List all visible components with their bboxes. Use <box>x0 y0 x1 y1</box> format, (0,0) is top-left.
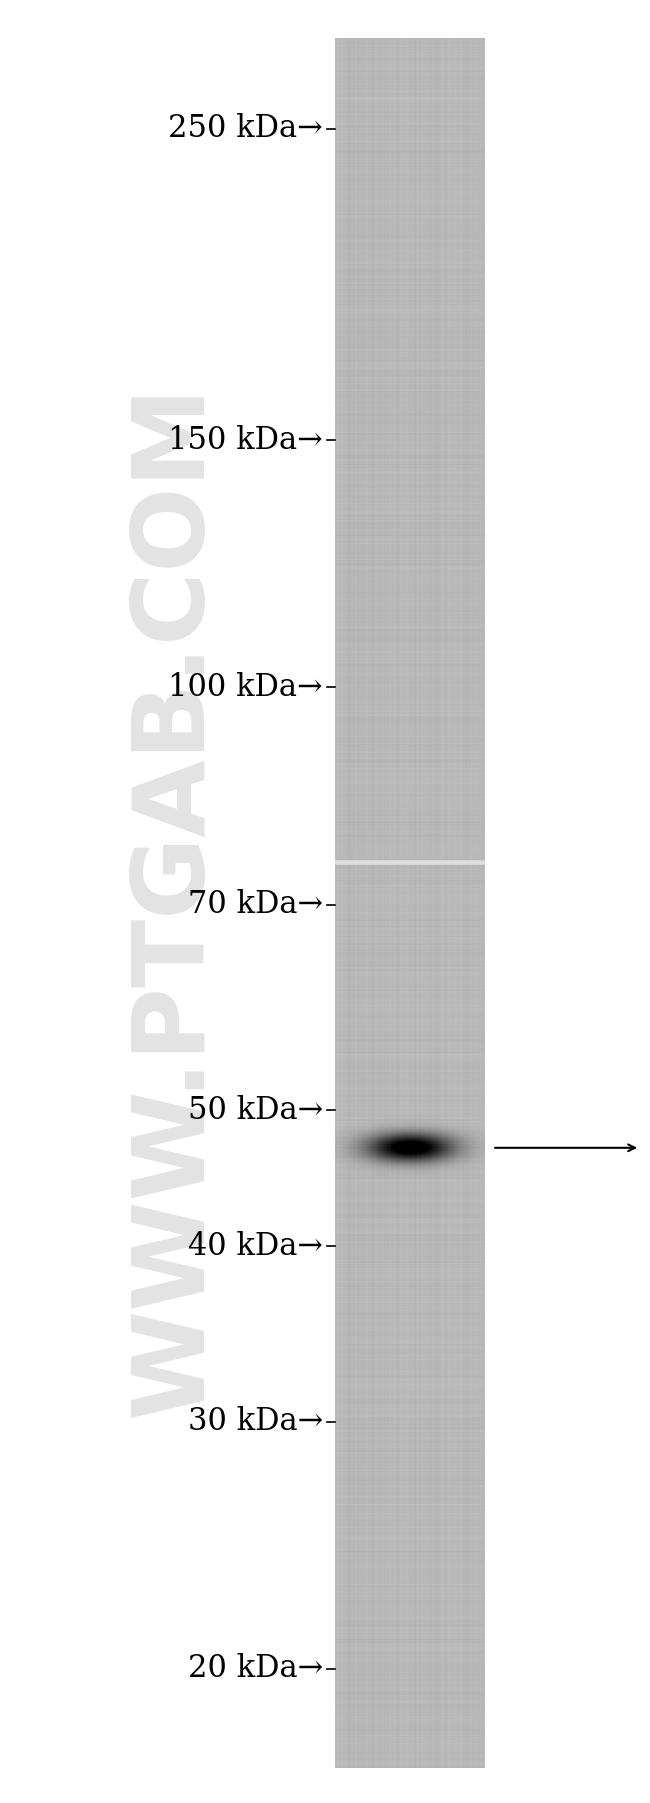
Text: 40 kDa→: 40 kDa→ <box>188 1231 323 1262</box>
Text: 100 kDa→: 100 kDa→ <box>168 673 323 703</box>
Text: 150 kDa→: 150 kDa→ <box>168 424 323 456</box>
Text: 30 kDa→: 30 kDa→ <box>188 1406 323 1437</box>
Text: 20 kDa→: 20 kDa→ <box>188 1653 323 1684</box>
Text: 70 kDa→: 70 kDa→ <box>188 889 323 920</box>
Text: 250 kDa→: 250 kDa→ <box>168 114 323 144</box>
Text: 50 kDa→: 50 kDa→ <box>188 1094 323 1125</box>
Text: WWW.PTGAB.COM: WWW.PTGAB.COM <box>125 384 222 1419</box>
